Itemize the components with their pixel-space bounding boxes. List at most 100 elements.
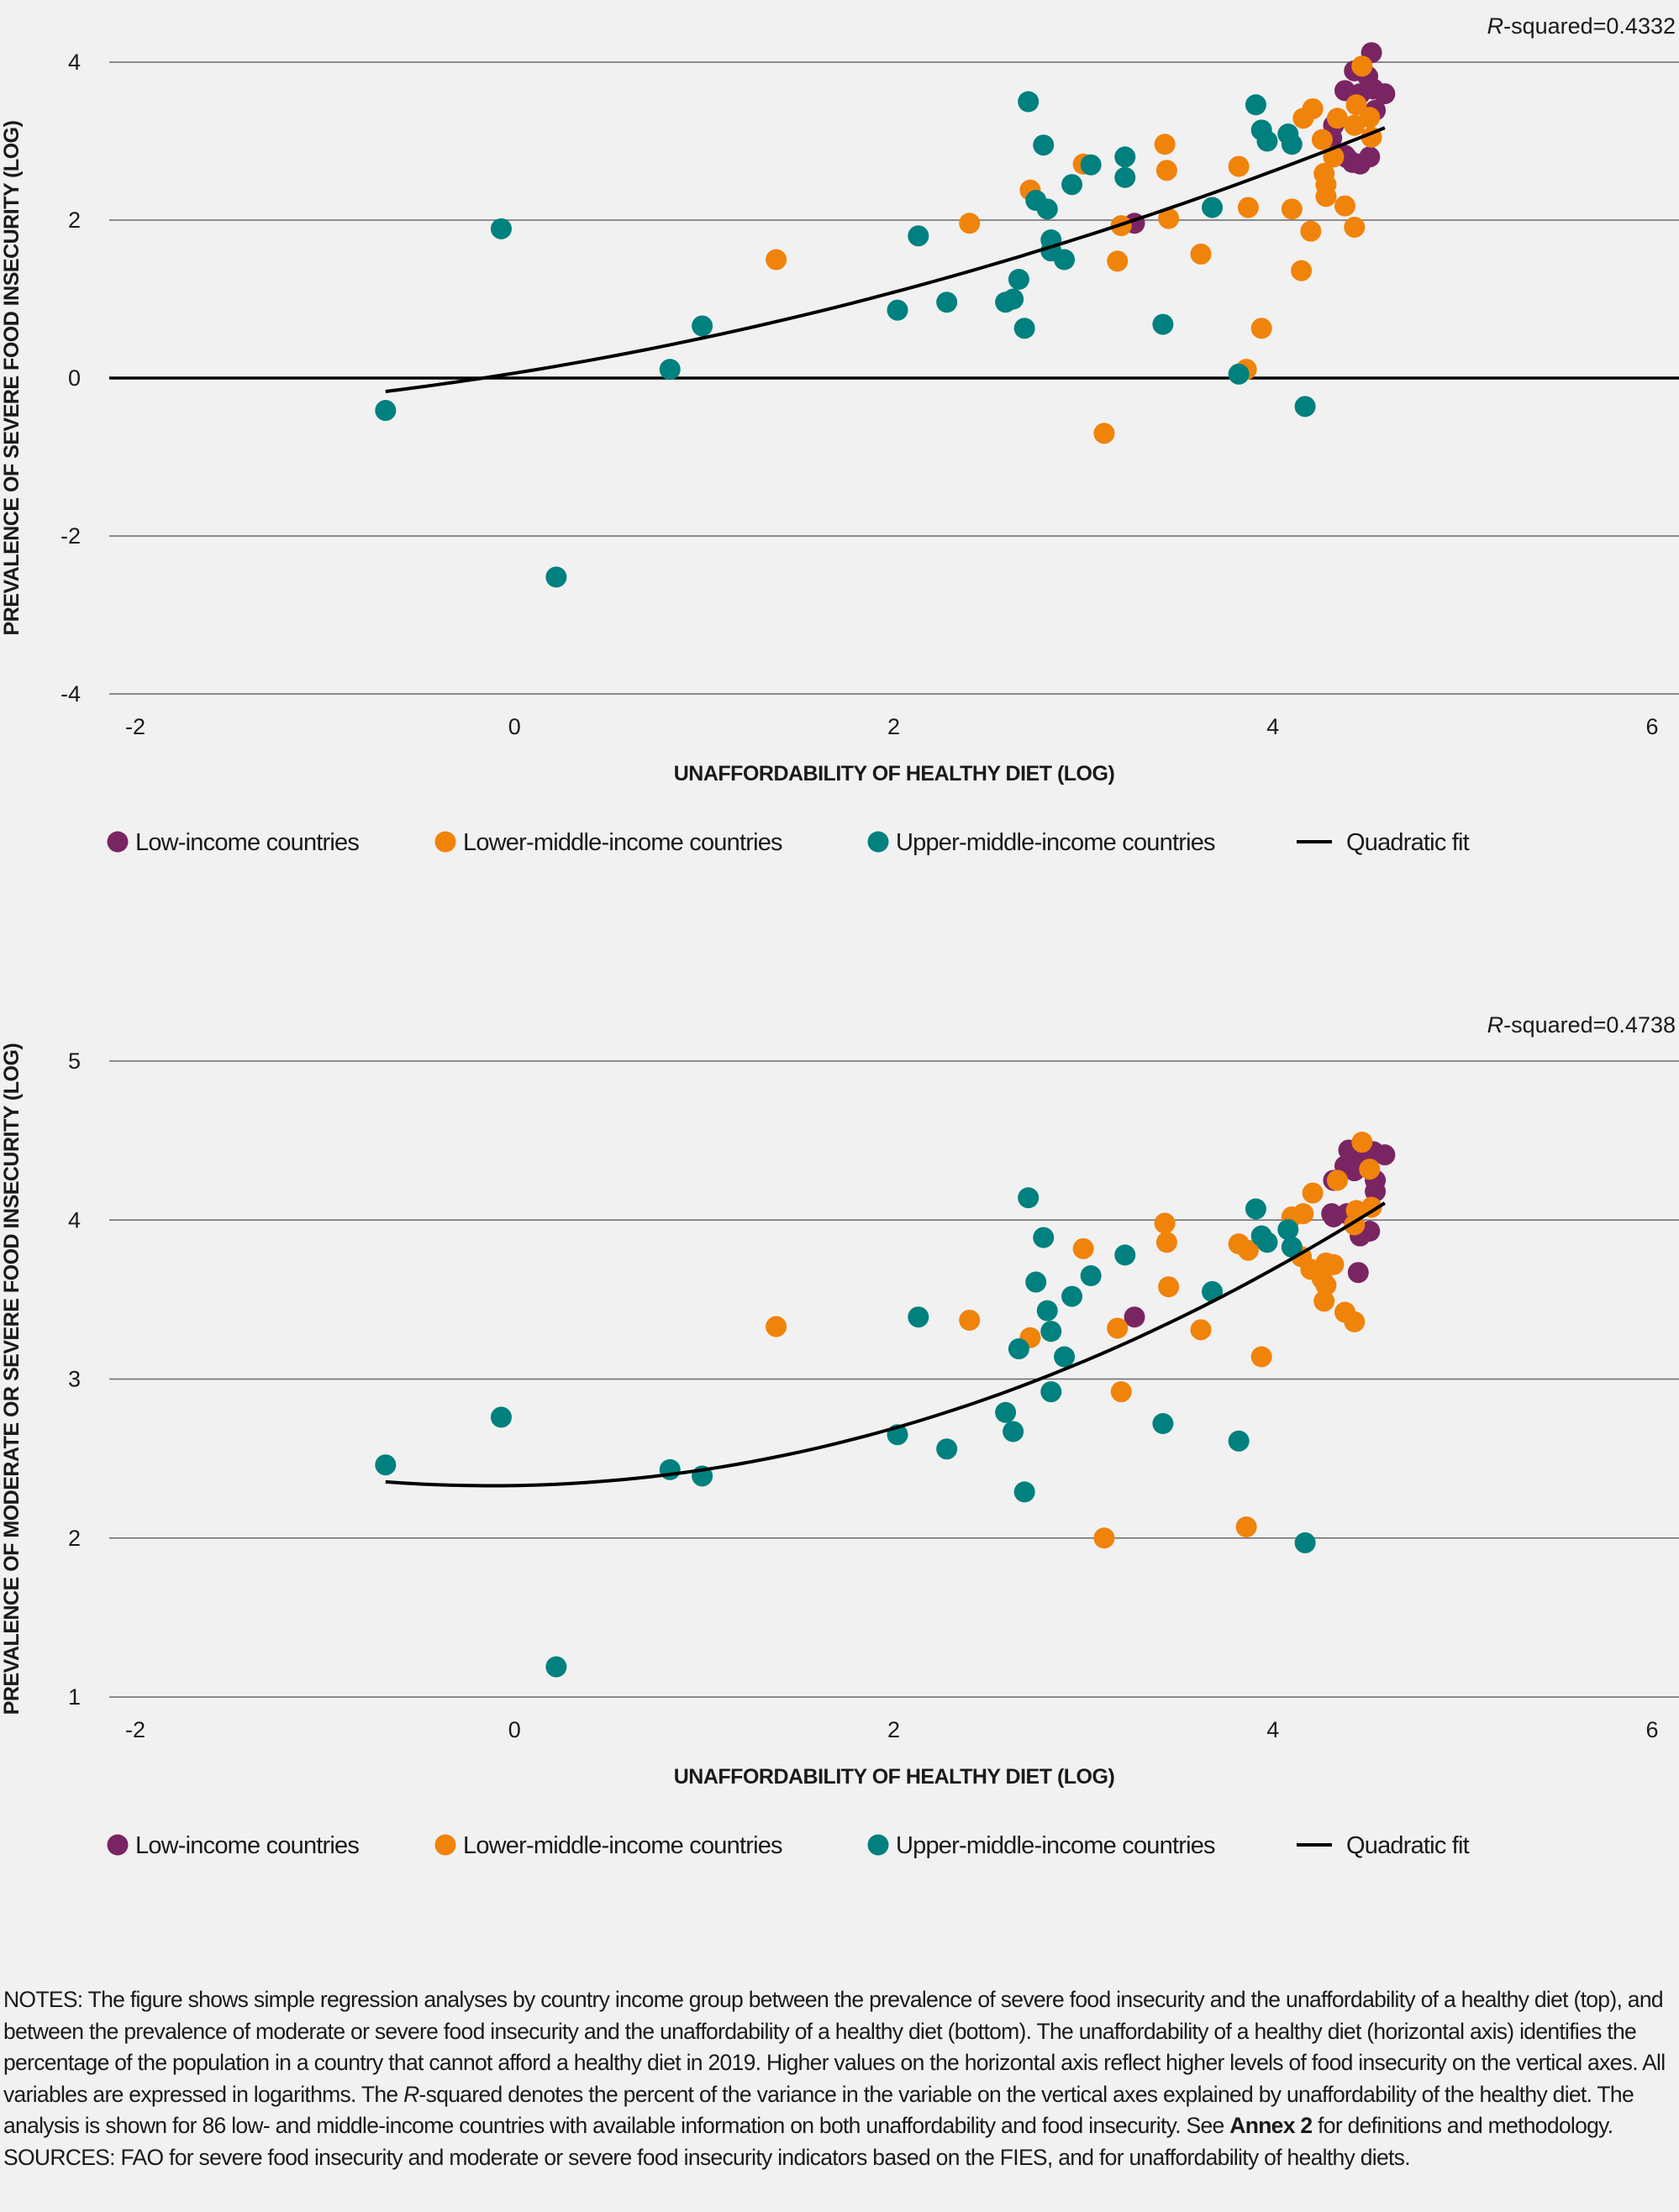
data-point-lower_middle <box>1093 1527 1115 1549</box>
notes-text-1: NOTES: The figure shows simple regressio… <box>3 1987 1666 2107</box>
data-point-low <box>1124 1306 1145 1328</box>
data-point-lower_middle <box>1237 1239 1259 1261</box>
data-point-upper_middle <box>1080 1264 1102 1286</box>
data-point-lower_middle <box>1326 1169 1348 1191</box>
data-point-lower_middle <box>1110 1381 1132 1403</box>
legend-dot-icon <box>107 831 129 853</box>
data-point-upper_middle <box>1054 249 1076 271</box>
data-point-upper_middle <box>1036 198 1058 220</box>
data-point-low <box>1359 146 1381 168</box>
data-point-upper_middle <box>1152 313 1174 335</box>
data-point-upper_middle <box>1080 154 1102 176</box>
legend-label: Upper-middle-income countries <box>896 1832 1215 1859</box>
series-upper_middle <box>375 91 1316 588</box>
y-tick-label: -2 <box>61 523 81 549</box>
data-point-upper_middle <box>995 1401 1017 1423</box>
data-point-upper_middle <box>1152 1412 1174 1434</box>
x-tick-label: 2 <box>887 714 900 739</box>
data-point-lower_middle <box>1093 423 1115 444</box>
x-axis-label: UNAFFORDABILITY OF HEALTHY DIET (LOG) <box>674 762 1115 785</box>
data-point-lower_middle <box>1345 94 1367 116</box>
legend-item: Quadratic fit <box>1297 829 1470 856</box>
data-point-upper_middle <box>545 566 567 588</box>
legend-item: Quadratic fit <box>1297 1832 1470 1859</box>
legend-dot-icon <box>434 831 456 853</box>
x-tick-label: 6 <box>1645 714 1658 739</box>
scatter-plot: -4 -2 0 2 4 -2 0 2 4 6 UNAFFORDABILITY OF HEALTHY … <box>0 13 1679 856</box>
data-point-lower_middle <box>1361 1196 1382 1218</box>
x-tick-label: 2 <box>887 1717 900 1742</box>
data-point-lower_middle <box>1235 1516 1257 1538</box>
data-point-lower_middle <box>959 1309 981 1331</box>
chart-severe-food-insecurity: -4 -2 0 2 4 -2 0 2 4 6 UNAFFORDABILITY OF HEALTHY … <box>0 0 1679 891</box>
data-point-upper_middle <box>1114 166 1136 188</box>
legend-label: Quadratic fit <box>1346 1832 1470 1859</box>
data-point-lower_middle <box>1315 186 1337 208</box>
data-point-upper_middle <box>490 218 512 239</box>
data-point-upper_middle <box>936 1438 958 1460</box>
data-point-lower_middle <box>766 249 787 271</box>
data-point-upper_middle <box>1018 1187 1040 1209</box>
data-point-lower_middle <box>1158 208 1180 229</box>
data-point-upper_middle <box>692 315 713 337</box>
data-point-upper_middle <box>1114 1244 1136 1266</box>
data-point-lower_middle <box>1154 1212 1176 1234</box>
r-squared-r: R <box>1487 1012 1504 1038</box>
data-point-lower_middle <box>1359 1159 1381 1180</box>
legend-label: Low-income countries <box>135 1832 359 1859</box>
legend-dot-icon <box>434 1834 456 1856</box>
data-point-upper_middle <box>1114 146 1136 168</box>
data-point-lower_middle <box>1190 1319 1212 1341</box>
data-point-lower_middle <box>1107 250 1129 272</box>
data-point-upper_middle <box>908 1306 929 1328</box>
data-point-upper_middle <box>1013 1481 1035 1503</box>
x-tick-label: -2 <box>125 714 145 739</box>
data-point-lower_middle <box>1250 1346 1272 1368</box>
x-tick-label: 0 <box>508 1717 521 1742</box>
data-point-upper_middle <box>1033 1227 1055 1248</box>
legend-item: Upper-middle-income countries <box>867 1832 1216 1859</box>
legend-dot-icon <box>867 1834 889 1856</box>
data-point-upper_middle <box>1033 134 1055 156</box>
data-point-upper_middle <box>1256 1232 1278 1253</box>
data-point-upper_middle <box>936 292 958 313</box>
data-point-lower_middle <box>1302 97 1324 119</box>
legend-label: Lower-middle-income countries <box>463 1832 782 1859</box>
r-squared-r: R <box>1487 13 1504 39</box>
legend-dot-icon <box>107 1834 129 1856</box>
data-point-lower_middle <box>1351 1132 1373 1153</box>
data-point-upper_middle <box>887 299 908 321</box>
data-point-upper_middle <box>1008 1338 1029 1360</box>
data-point-lower_middle <box>959 213 981 234</box>
legend-item: Lower-middle-income countries <box>434 1832 783 1859</box>
annex-link[interactable]: Annex 2 <box>1229 2113 1313 2138</box>
legend-item: Lower-middle-income countries <box>434 829 783 856</box>
data-point-lower_middle <box>1323 1253 1345 1275</box>
quadratic-fit-line <box>385 1201 1386 1488</box>
r-squared-value: -squared=0.4332 <box>1503 13 1676 39</box>
data-point-upper_middle <box>1281 1236 1303 1258</box>
data-point-lower_middle <box>1313 1290 1335 1312</box>
data-point-upper_middle <box>659 1458 681 1480</box>
data-point-upper_middle <box>1061 1285 1083 1307</box>
data-point-lower_middle <box>1228 155 1250 177</box>
notes: NOTES: The figure shows simple regressio… <box>3 1984 1676 2173</box>
x-axis-label: UNAFFORDABILITY OF HEALTHY DIET (LOG) <box>674 1765 1115 1789</box>
data-point-lower_middle <box>1158 1276 1180 1298</box>
data-point-upper_middle <box>1228 363 1250 385</box>
sources-text: SOURCES: FAO for severe food insecurity … <box>3 2144 1411 2170</box>
data-point-lower_middle <box>1315 1274 1337 1296</box>
r-squared-value: -squared=0.4738 <box>1503 1012 1676 1038</box>
legend-label: Upper-middle-income countries <box>896 829 1215 856</box>
data-point-lower_middle <box>1292 1203 1314 1225</box>
data-point-low <box>1344 1160 1366 1182</box>
x-tick-label: -2 <box>125 1717 145 1742</box>
data-point-upper_middle <box>490 1406 512 1428</box>
data-point-upper_middle <box>1256 130 1278 152</box>
data-point-lower_middle <box>1359 107 1381 129</box>
data-point-lower_middle <box>1291 260 1313 281</box>
data-point-upper_middle <box>1008 269 1029 290</box>
data-point-upper_middle <box>1018 91 1040 113</box>
y-tick-label: 5 <box>68 1048 81 1074</box>
y-tick-label: 0 <box>68 365 81 391</box>
